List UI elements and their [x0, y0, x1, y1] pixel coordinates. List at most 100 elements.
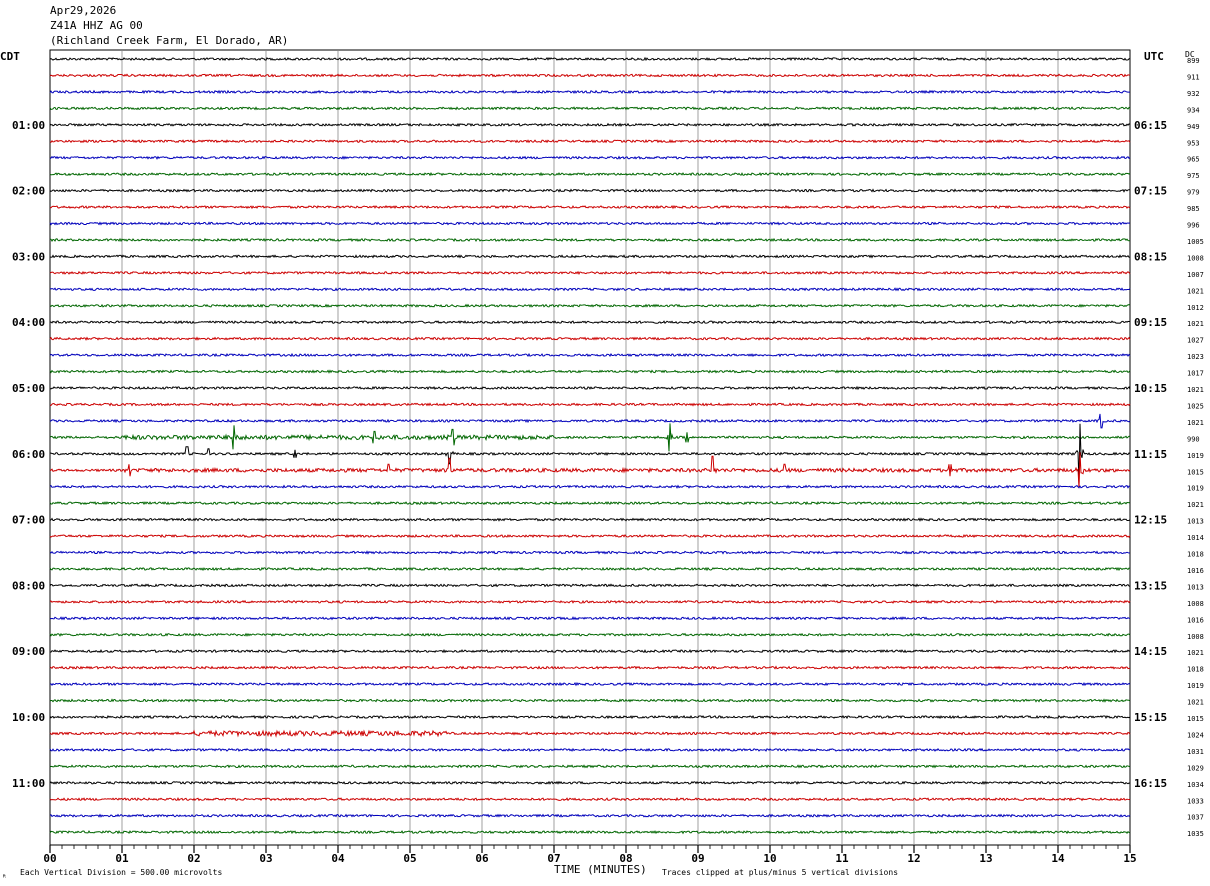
trace-line: [49, 237, 1131, 243]
trace-line: [49, 681, 1131, 687]
x-tick-label: 12: [907, 852, 920, 865]
dc-value-label: 1008: [1187, 600, 1204, 608]
dc-value-label: 990: [1187, 435, 1200, 443]
dc-value-label: 1019: [1187, 682, 1204, 690]
scale-note: Each Vertical Division = 500.00 microvol…: [20, 868, 222, 877]
trace-line: [49, 369, 1131, 374]
left-hour-label: 05:00: [12, 382, 45, 395]
dc-value-label: 1037: [1187, 814, 1204, 822]
x-tick-label: 00: [43, 852, 56, 865]
dc-value-label: 1024: [1187, 731, 1204, 739]
dc-value-label: 1021: [1187, 699, 1204, 707]
dc-value-label: 1021: [1187, 419, 1204, 427]
x-tick-label: 03: [259, 852, 272, 865]
left-hour-label: 10:00: [12, 711, 45, 724]
right-timezone-label: UTC: [1144, 50, 1164, 63]
dc-value-label: 932: [1187, 90, 1200, 98]
trace-line: [49, 89, 1131, 95]
trace-line: [49, 583, 1131, 588]
x-tick-label: 07: [547, 852, 560, 865]
trace-line: [49, 56, 1131, 62]
trace-line: [49, 517, 1131, 522]
x-tick-label: 15: [1123, 852, 1136, 865]
x-tick-label: 11: [835, 852, 849, 865]
left-hour-label: 08:00: [12, 579, 45, 592]
dc-value-label: 1016: [1187, 616, 1204, 624]
dc-value-label: 996: [1187, 222, 1200, 230]
dc-value-label: 953: [1187, 139, 1200, 147]
left-timezone-label: CDT: [0, 50, 20, 63]
dc-value-label: 1021: [1187, 287, 1204, 295]
right-hour-label: 15:15: [1134, 711, 1167, 724]
trace-line: [49, 423, 1131, 484]
right-hour-label: 06:15: [1134, 119, 1167, 132]
trace-line: [49, 500, 1131, 506]
station-label: Z41A HHZ AG 00: [50, 19, 143, 32]
location-label: (Richland Creek Farm, El Dorado, AR): [50, 34, 289, 47]
left-hour-label: 01:00: [12, 119, 45, 132]
dc-value-label: 1029: [1187, 764, 1204, 772]
x-tick-label: 01: [115, 852, 129, 865]
trace-line: [49, 747, 1131, 753]
left-hour-label: 09:00: [12, 645, 45, 658]
dc-value-label: 1019: [1187, 452, 1204, 460]
trace-line: [49, 797, 1131, 802]
trace-line: [49, 698, 1131, 703]
left-hour-label: 06:00: [12, 448, 45, 461]
minute-grid: [49, 49, 1131, 853]
dc-value-label: 1021: [1187, 501, 1204, 509]
trace-line: [49, 254, 1131, 259]
trace-line: [49, 829, 1131, 835]
trace-line: [49, 188, 1131, 193]
trace-line: [49, 599, 1131, 604]
dc-value-label: 1021: [1187, 386, 1204, 394]
trace-line: [49, 221, 1131, 226]
trace-line: [49, 616, 1131, 621]
dc-value-label: 1005: [1187, 238, 1204, 246]
x-tick-label: 04: [331, 852, 345, 865]
x-tick-label: 13: [979, 852, 992, 865]
trace-line: [49, 423, 1131, 452]
trace-line: [49, 729, 1131, 738]
dc-value-label: 1021: [1187, 649, 1204, 657]
left-hour-label: 11:00: [12, 777, 45, 790]
dc-value-label: 949: [1187, 123, 1200, 131]
trace-line: [49, 648, 1131, 654]
trace-line: [49, 270, 1131, 275]
dc-value-label: 1018: [1187, 666, 1204, 674]
trace-line: [49, 204, 1131, 210]
trace-line: [49, 171, 1131, 177]
trace-line: [49, 632, 1131, 637]
dc-value-label: 975: [1187, 172, 1200, 180]
dc-value-label: 1034: [1187, 781, 1204, 789]
dc-value-label: 965: [1187, 156, 1200, 164]
right-hour-label: 13:15: [1134, 579, 1167, 592]
dc-header-label: DC: [1185, 50, 1195, 59]
x-tick-label: 05: [403, 852, 416, 865]
right-hour-label: 12:15: [1134, 514, 1167, 527]
trace-line: [49, 106, 1131, 111]
dc-value-label: 1027: [1187, 337, 1204, 345]
trace-line: [49, 813, 1131, 818]
dc-value-label: 1016: [1187, 567, 1204, 575]
right-hour-label: 11:15: [1134, 448, 1167, 461]
trace-line: [49, 413, 1131, 429]
x-axis-title: TIME (MINUTES): [554, 863, 647, 876]
trace-line: [49, 484, 1131, 489]
trace-line: [49, 780, 1131, 785]
dc-value-label: 1013: [1187, 518, 1204, 526]
right-hour-label: 09:15: [1134, 316, 1167, 329]
trace-line: [49, 385, 1131, 391]
axis-labels: CDT UTC DC Each Vertical Division = 500.…: [0, 50, 1204, 882]
right-hour-label: 14:15: [1134, 645, 1167, 658]
trace-line: [49, 287, 1131, 292]
trace-line: [49, 402, 1131, 407]
left-hour-label: 03:00: [12, 250, 45, 263]
clip-note: Traces clipped at plus/minus 5 vertical …: [662, 868, 898, 877]
dc-value-label: 1021: [1187, 320, 1204, 328]
dc-value-label: 1023: [1187, 353, 1204, 361]
x-tick-label: 02: [187, 852, 200, 865]
plot-frame: [49, 49, 1131, 846]
trace-line: [49, 550, 1131, 555]
trace-line: [49, 566, 1131, 572]
